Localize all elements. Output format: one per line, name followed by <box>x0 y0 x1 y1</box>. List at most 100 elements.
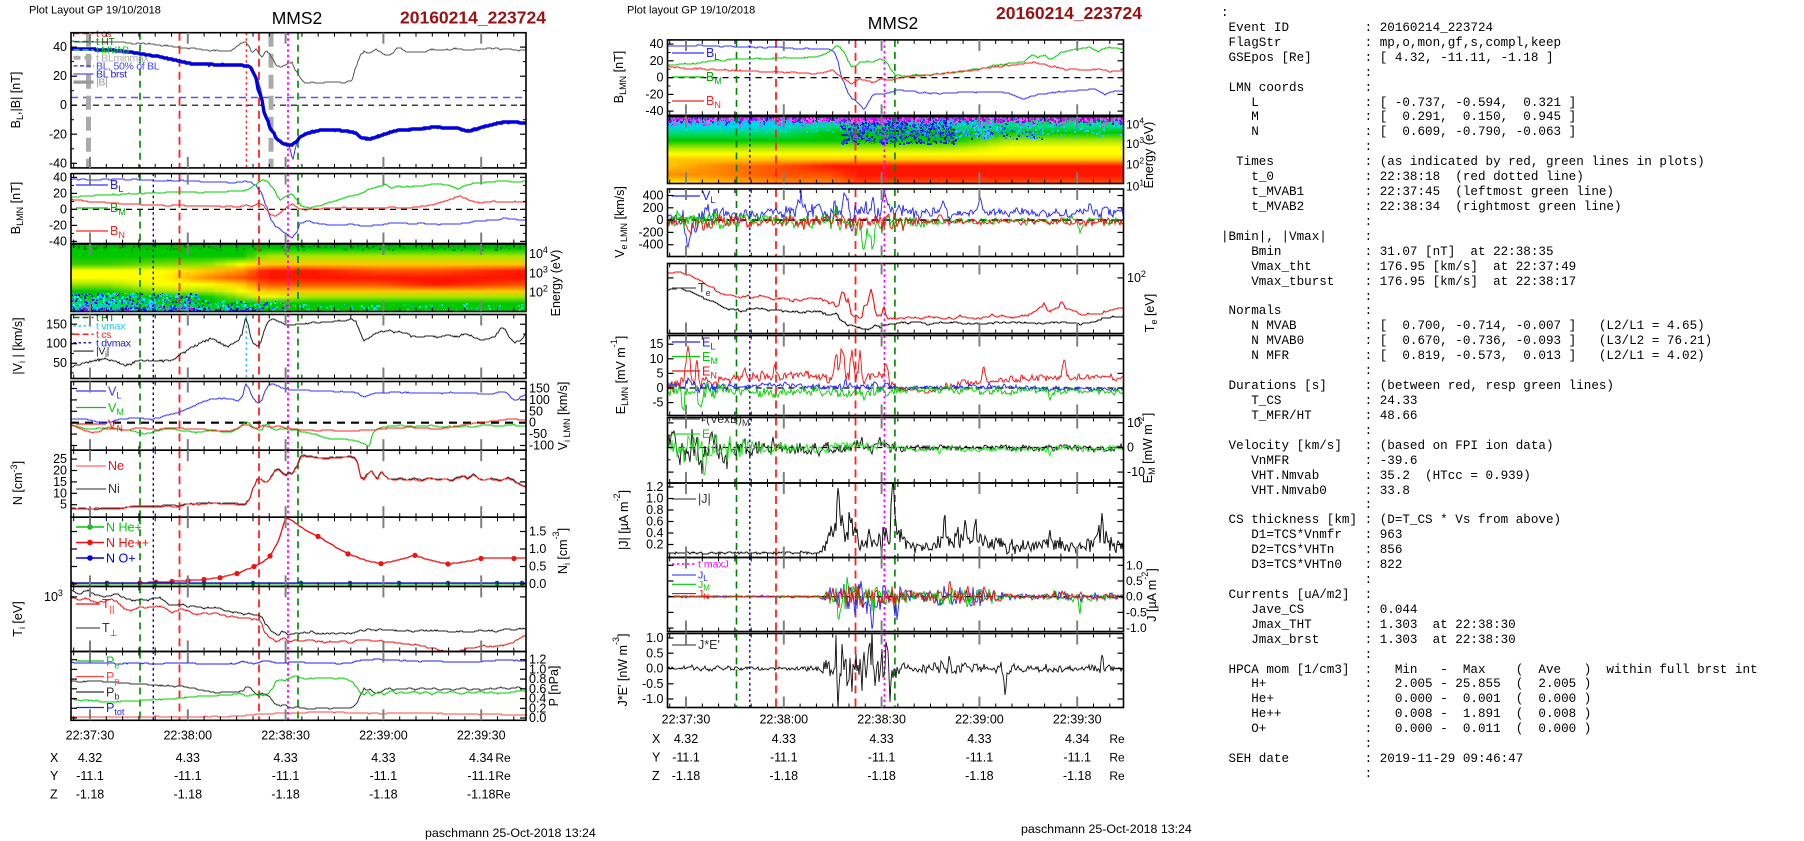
svg-text:20: 20 <box>53 69 67 83</box>
svg-text:Z: Z <box>50 788 58 802</box>
svg-text:10: 10 <box>650 352 664 366</box>
svg-text:4.33: 4.33 <box>869 732 893 746</box>
svg-text:MMS2: MMS2 <box>868 13 919 33</box>
svg-text:-1.18: -1.18 <box>369 788 398 802</box>
svg-text:VL: VL <box>108 385 121 401</box>
svg-text:t dvmax: t dvmax <box>96 337 132 349</box>
svg-text:4.34: 4.34 <box>1065 732 1089 746</box>
svg-text:EM: EM <box>702 427 718 443</box>
svg-text:22:39:30: 22:39:30 <box>1053 713 1102 727</box>
svg-text:0.2: 0.2 <box>529 701 546 715</box>
svg-text:20: 20 <box>53 464 67 478</box>
svg-text:BM: BM <box>706 70 722 86</box>
svg-text:22:38:00: 22:38:00 <box>759 713 808 727</box>
svg-text:40: 40 <box>53 40 67 54</box>
svg-text:Re: Re <box>1109 769 1125 783</box>
svg-text:4.32: 4.32 <box>78 751 102 765</box>
svg-text:40: 40 <box>53 170 67 184</box>
svg-text:150: 150 <box>46 317 67 331</box>
svg-text:|B|: |B| <box>96 77 108 89</box>
svg-text:N He++: N He++ <box>106 536 149 550</box>
svg-text:22:38:30: 22:38:30 <box>857 713 906 727</box>
svg-text:X: X <box>652 732 661 746</box>
svg-text:-1.18: -1.18 <box>672 769 701 783</box>
svg-text:-1.0: -1.0 <box>1126 621 1147 635</box>
svg-text:EM [mW m-2]: EM [mW m-2] <box>1136 413 1157 483</box>
svg-text:0.6: 0.6 <box>646 515 663 529</box>
svg-text:200: 200 <box>643 201 664 215</box>
svg-text:100: 100 <box>46 337 67 351</box>
svg-text:4.33: 4.33 <box>273 751 297 765</box>
svg-text:Vi LMN [km/s]: Vi LMN [km/s] <box>556 382 572 451</box>
svg-text:0.8: 0.8 <box>646 503 663 517</box>
svg-text:100: 100 <box>529 393 550 407</box>
svg-text:BL,|B| [nT]: BL,|B| [nT] <box>9 72 25 129</box>
svg-text:BLMN [nT]: BLMN [nT] <box>612 51 628 103</box>
svg-text:25: 25 <box>53 452 67 466</box>
svg-text:22:37:30: 22:37:30 <box>662 713 711 727</box>
svg-text:0.5: 0.5 <box>646 646 663 660</box>
svg-text:t vmax: t vmax <box>96 321 126 333</box>
svg-text:22:39:00: 22:39:00 <box>359 729 408 743</box>
svg-text:-50: -50 <box>529 427 547 441</box>
svg-text:-1.0: -1.0 <box>642 692 664 706</box>
svg-text:BL brst: BL brst <box>96 69 127 81</box>
svg-text:20160214_223724: 20160214_223724 <box>400 8 546 28</box>
svg-text:-40: -40 <box>49 234 67 248</box>
svg-text:15: 15 <box>53 475 67 489</box>
svg-text:-11.1: -11.1 <box>770 751 798 765</box>
svg-text:MMS2: MMS2 <box>272 8 323 28</box>
svg-text:4.33: 4.33 <box>176 751 200 765</box>
svg-text:-1.18: -1.18 <box>174 788 203 802</box>
svg-text:BL: BL <box>110 178 123 194</box>
svg-text:|J| [µA m-2]: |J| [µA m-2] <box>612 490 631 550</box>
svg-text:0.4: 0.4 <box>646 526 663 540</box>
svg-text:Z: Z <box>652 769 660 783</box>
svg-text:Energy (eV): Energy (eV) <box>1142 122 1156 189</box>
svg-text:-11.1: -11.1 <box>76 769 104 783</box>
svg-text:102: 102 <box>1127 269 1146 285</box>
svg-text:P [nPa]: P [nPa] <box>547 666 561 707</box>
svg-text:0.0: 0.0 <box>529 711 546 725</box>
svg-text:|J|: |J| <box>698 492 711 506</box>
svg-text:-400: -400 <box>638 238 663 252</box>
svg-text:22:37:30: 22:37:30 <box>66 729 115 743</box>
svg-text:22:39:00: 22:39:00 <box>955 713 1004 727</box>
svg-text:0: 0 <box>657 71 664 85</box>
svg-text:BL, 50% of BL: BL, 50% of BL <box>96 61 160 73</box>
svg-text:20: 20 <box>53 186 67 200</box>
svg-text:N [cm-3]: N [cm-3] <box>9 461 25 505</box>
svg-text:Ni [cm-3]: Ni [cm-3] <box>551 528 572 574</box>
svg-text:X: X <box>50 751 59 765</box>
svg-text:-20: -20 <box>49 218 67 232</box>
svg-text:-1.18: -1.18 <box>867 769 896 783</box>
svg-text:-11.1: -11.1 <box>467 769 495 783</box>
svg-text:JL: JL <box>698 570 708 584</box>
svg-text:JN: JN <box>698 588 709 602</box>
svg-text:Re: Re <box>495 751 511 765</box>
svg-text:BLMN [nT]: BLMN [nT] <box>9 182 25 234</box>
svg-text:BM: BM <box>110 201 126 217</box>
svg-text:0: 0 <box>657 213 664 227</box>
svg-text:103: 103 <box>529 265 548 281</box>
svg-text:0.8: 0.8 <box>529 672 546 686</box>
svg-text:4.33: 4.33 <box>371 751 395 765</box>
svg-text:20: 20 <box>650 54 664 68</box>
svg-text:N He+: N He+ <box>106 521 142 535</box>
svg-text:Re: Re <box>1109 751 1125 765</box>
svg-text:-1.18: -1.18 <box>1063 769 1092 783</box>
svg-text:Plot Layout GP 19/10/2018: Plot Layout GP 19/10/2018 <box>29 5 161 17</box>
svg-text:22:38:00: 22:38:00 <box>163 729 212 743</box>
svg-text:Energy (eV): Energy (eV) <box>549 250 563 317</box>
svg-text:-20: -20 <box>49 127 67 141</box>
svg-text:-10: -10 <box>1127 465 1145 479</box>
svg-text:1.0: 1.0 <box>529 542 546 556</box>
svg-text:1.2: 1.2 <box>529 653 546 667</box>
svg-text:|Vi | [km/s]: |Vi | [km/s] <box>11 317 27 374</box>
svg-text:0.0: 0.0 <box>529 577 546 591</box>
svg-text:J [µA m-2]: J [µA m-2] <box>1140 568 1159 621</box>
svg-text:0: 0 <box>657 381 664 395</box>
svg-text:BL: BL <box>706 46 719 62</box>
svg-text:T⊥: T⊥ <box>102 621 118 638</box>
svg-text:t cs: t cs <box>96 28 111 40</box>
